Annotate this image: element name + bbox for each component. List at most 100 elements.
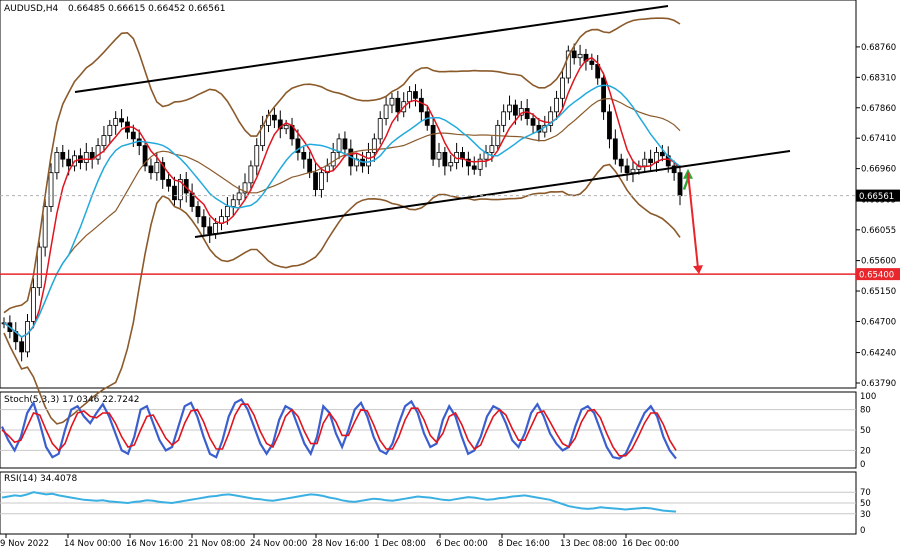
price-tick-label: 0.67860	[861, 104, 896, 114]
stochastic-tick-label: 50	[860, 426, 871, 436]
time-tick-label: 28 Nov 16:00	[312, 539, 369, 549]
candle-body	[571, 50, 577, 59]
bollinger-upper-line	[3, 17, 681, 314]
candle-body	[377, 118, 383, 140]
candle-body	[154, 162, 160, 174]
candle-body	[436, 152, 442, 160]
time-tick-label: 16 Nov 16:00	[126, 539, 183, 549]
support-level-badge	[856, 268, 900, 281]
candle-body	[518, 108, 524, 116]
candle-body	[142, 145, 148, 167]
stochastic-signal-line	[1, 403, 677, 457]
candle-body	[25, 321, 30, 353]
candle-body	[295, 138, 301, 153]
stochastic-tick-label: 20	[860, 446, 871, 456]
candle-body	[319, 172, 324, 190]
candle-body	[659, 152, 665, 157]
current-price-label: 0.66561	[859, 192, 894, 202]
candle-body	[48, 172, 54, 207]
candle-body	[560, 77, 565, 99]
candle-body	[236, 192, 242, 201]
candle-body	[442, 152, 448, 167]
candle-body	[630, 168, 636, 174]
price-tick-label: 0.65600	[861, 257, 896, 267]
support-level-label: 0.65400	[859, 271, 894, 281]
time-tick-label: 24 Nov 00:00	[250, 539, 307, 549]
candle-body	[230, 199, 236, 207]
candle-body	[177, 179, 183, 201]
candle-body	[607, 111, 612, 140]
forecast-up-arrow	[682, 178, 690, 191]
candle-body	[301, 152, 307, 160]
stochastic-tick-label: 100	[860, 392, 876, 402]
candle-body	[277, 119, 283, 130]
candle-body	[507, 104, 512, 113]
time-tick-label: 21 Nov 08:00	[188, 539, 245, 549]
candle-body	[42, 206, 48, 248]
channel-upper-line	[74, 5, 669, 93]
candle-body	[413, 91, 418, 99]
candle-body	[577, 53, 583, 59]
candle-body	[465, 158, 471, 167]
candle-body	[101, 135, 107, 147]
candle-body	[477, 158, 483, 170]
candle-body	[207, 226, 213, 234]
candle-body	[371, 138, 377, 153]
stochastic-layer	[0, 397, 856, 460]
candle-body	[489, 145, 495, 153]
symbol-label: AUDUSD,H4	[4, 4, 59, 14]
time-tick-label: 1 Dec 08:00	[374, 539, 426, 549]
candle-body	[195, 206, 201, 218]
candle-body	[548, 111, 554, 126]
candle-body	[513, 104, 518, 116]
candle-body	[389, 97, 395, 106]
rsi-tick-label: 0	[860, 526, 865, 536]
rsi-tick-label: 70	[860, 488, 871, 498]
candle-body	[36, 246, 42, 289]
price-tick-label: 0.65150	[861, 287, 896, 297]
bollinger-middle-line	[3, 97, 681, 338]
time-tick-label: 9 Nov 2022	[0, 539, 49, 549]
candle-body	[612, 138, 618, 160]
stochastic-label: Stoch(5,3,3) 17.0346 22.7242	[4, 395, 139, 405]
candle-body	[130, 131, 136, 140]
candle-body	[530, 118, 536, 126]
candle-body	[601, 77, 606, 113]
candle-body	[313, 172, 318, 190]
candle-body	[501, 111, 507, 126]
candle-body	[554, 97, 559, 113]
rsi-layer	[0, 491, 856, 515]
candle-body	[524, 108, 530, 119]
candle-body	[83, 152, 89, 163]
candle-body	[330, 152, 336, 167]
candle-body	[430, 124, 436, 160]
candle-body	[271, 114, 277, 121]
candle-body	[342, 138, 348, 150]
candle-body	[19, 341, 25, 353]
stochastic-tick-label: 80	[860, 406, 871, 416]
time-tick-label: 6 Dec 00:00	[436, 539, 488, 549]
candle-body	[119, 118, 124, 123]
candle-body	[648, 158, 654, 163]
forecast-down-arrow	[687, 172, 699, 269]
candle-body	[642, 158, 648, 167]
candle-body	[30, 287, 36, 322]
candle-body	[113, 118, 119, 126]
candle-body	[448, 162, 454, 167]
time-tick-label: 16 Dec 00:00	[622, 539, 679, 549]
bollinger-lower-line	[3, 163, 681, 425]
slow-ma-line	[3, 84, 681, 338]
candle-body	[172, 185, 177, 201]
price-panel[interactable]	[0, 0, 857, 389]
forecast-down-arrowhead	[693, 265, 703, 275]
rsi-line	[1, 491, 677, 513]
price-layer	[0, 5, 856, 425]
candle-body	[283, 124, 289, 130]
price-tick-label: 0.63790	[861, 379, 896, 389]
candle-body	[336, 138, 342, 153]
price-tick-label: 0.68760	[861, 43, 896, 53]
candle-body	[107, 124, 113, 136]
stochastic-tick-label: 0	[860, 460, 865, 470]
channel-lower-line	[194, 150, 791, 238]
candle-body	[407, 91, 413, 103]
